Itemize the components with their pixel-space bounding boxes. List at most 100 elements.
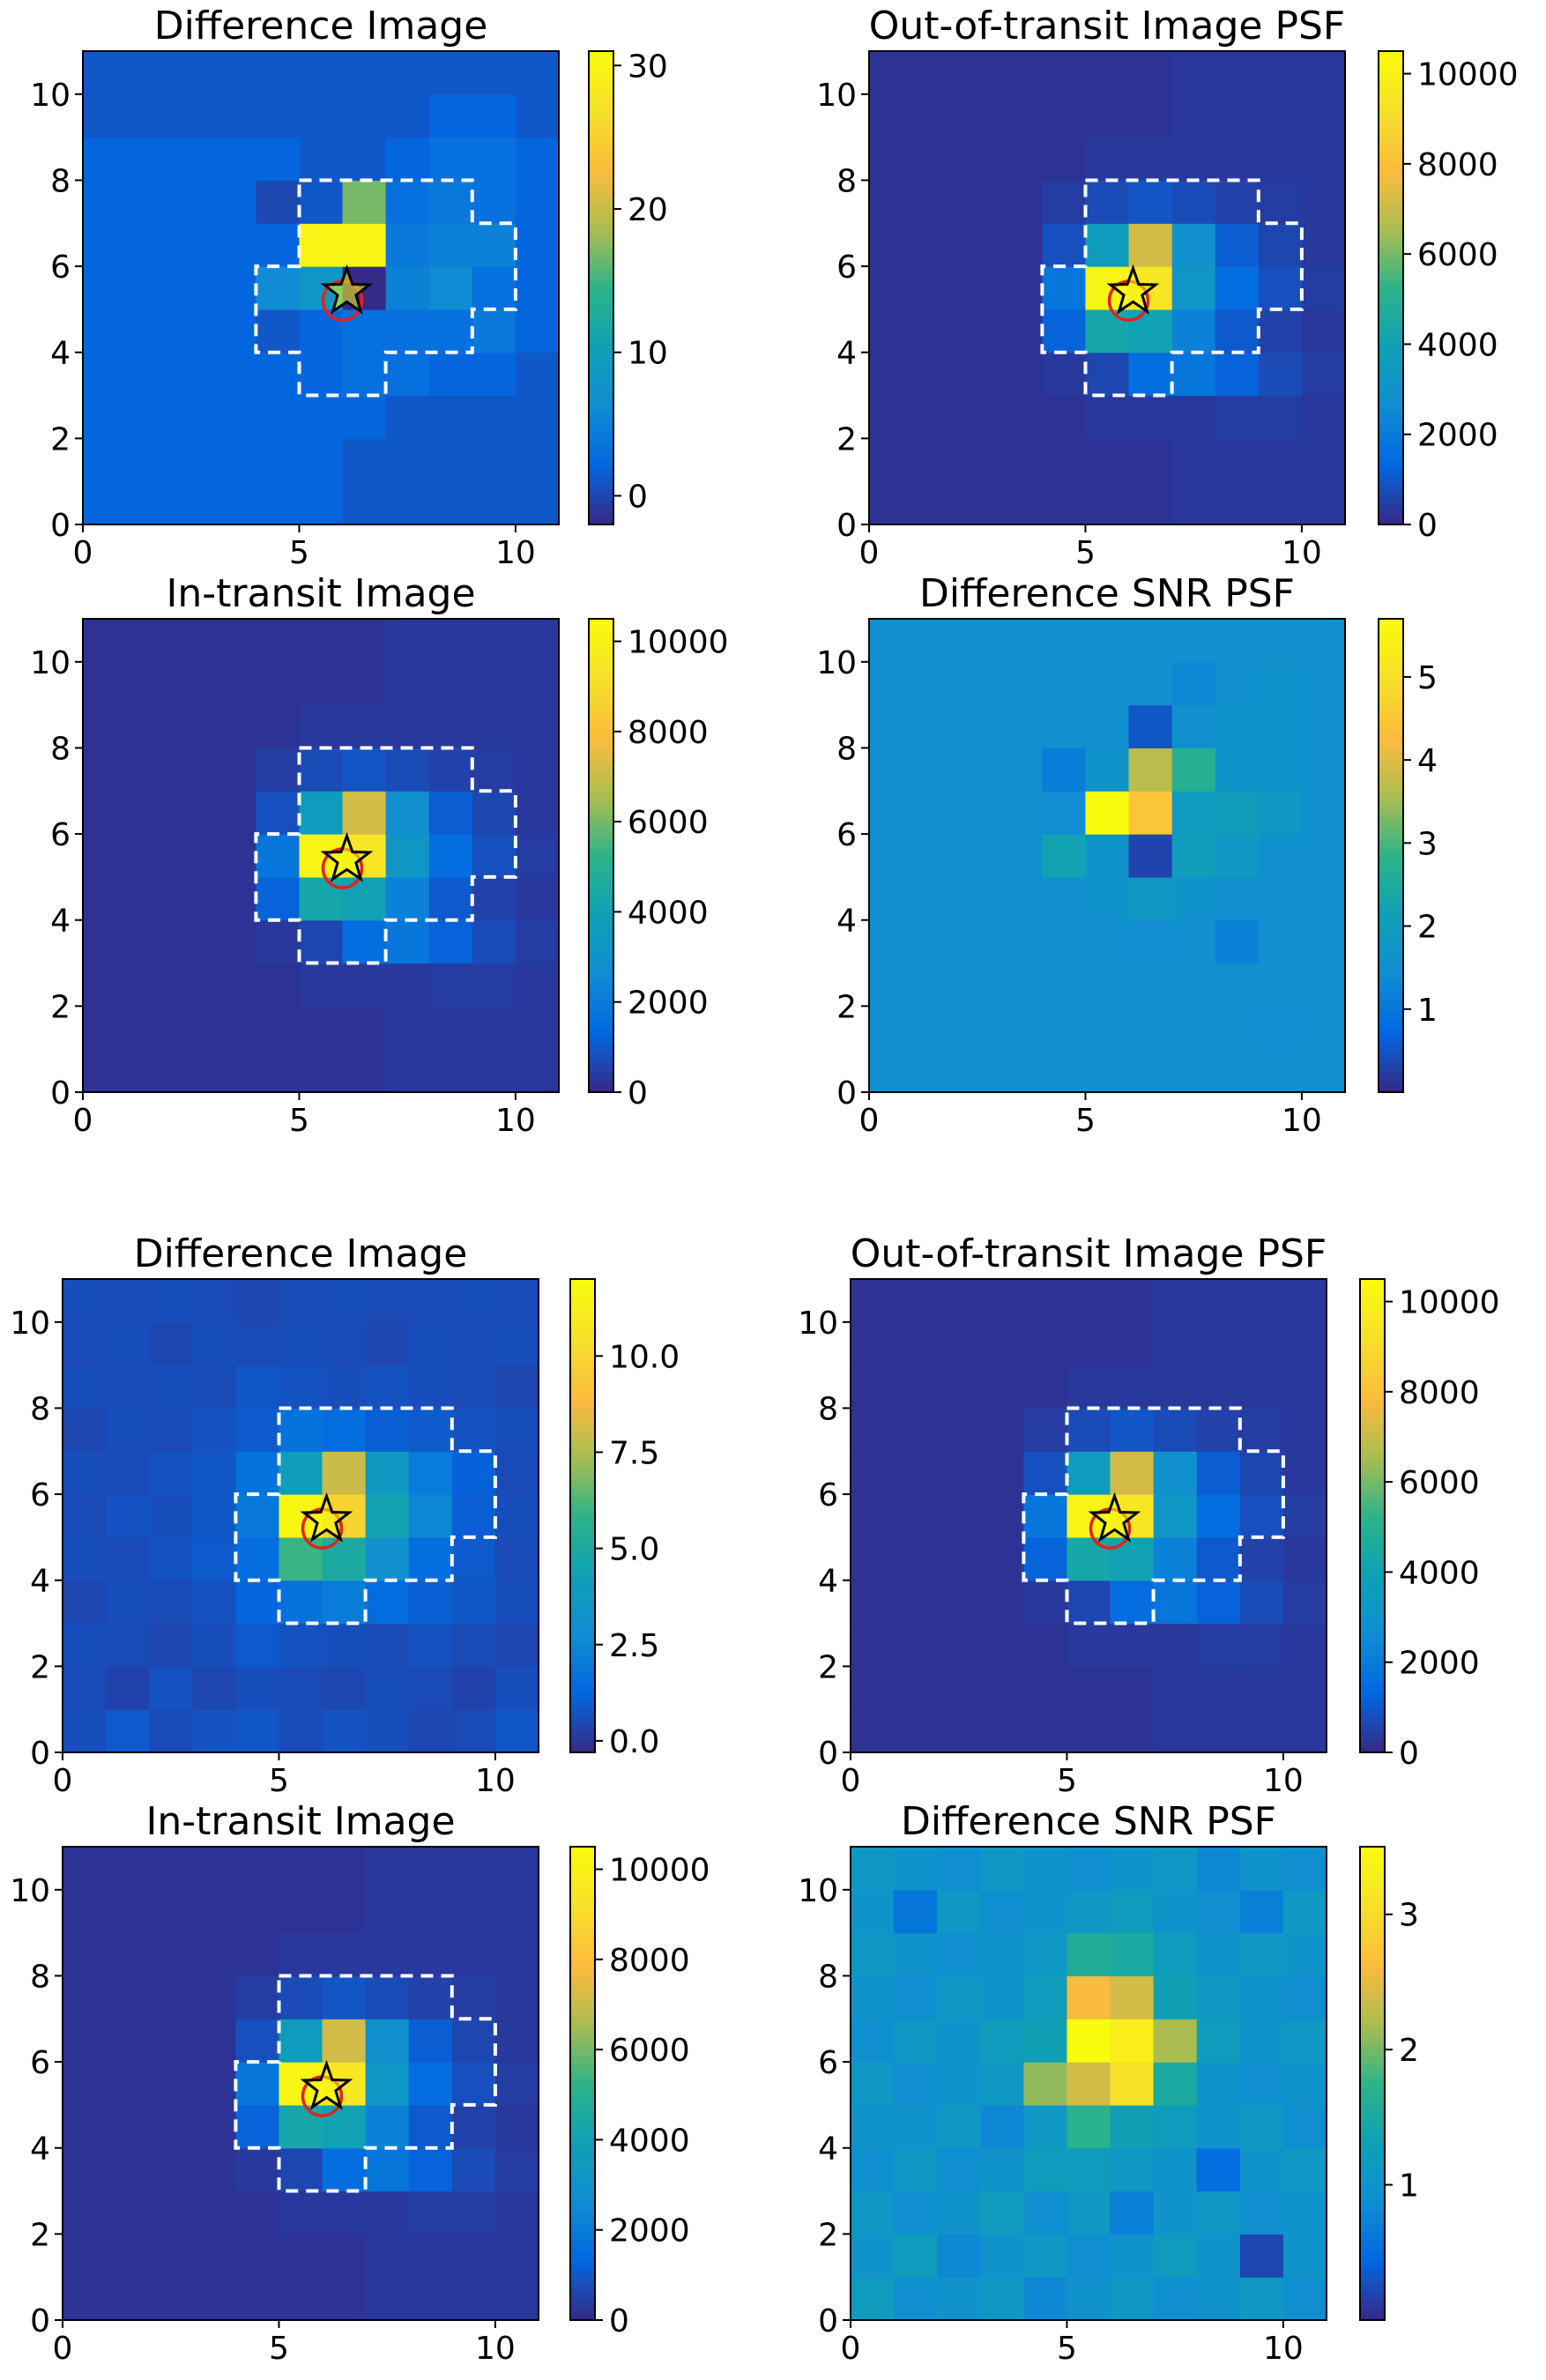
heatmap-cell: [869, 481, 913, 525]
colorbar-segment: [1360, 2241, 1385, 2246]
colorbar-segment: [1360, 2150, 1385, 2155]
colorbar-segment: [589, 449, 613, 455]
heatmap-cell: [322, 1975, 367, 2019]
colorbar-segment: [1379, 962, 1403, 967]
colorbar-segment: [589, 501, 613, 506]
colorbar-segment: [1360, 1381, 1385, 1387]
colorbar-segment: [1360, 1697, 1385, 1702]
colorbar-segment: [570, 1689, 595, 1694]
colorbar-segment: [589, 796, 613, 801]
colorbar-tick-label: 3: [1417, 826, 1438, 862]
colorbar-segment: [1360, 1563, 1385, 1568]
heatmap-cell: [1067, 2277, 1111, 2321]
y-tick-label: 6: [30, 1477, 50, 1514]
colorbar-segment: [1360, 1724, 1385, 1729]
colorbar-segment: [1379, 721, 1403, 726]
heatmap-cell: [851, 2234, 895, 2278]
colorbar-segment: [1379, 957, 1403, 963]
colorbar-segment: [1360, 1504, 1385, 1509]
heatmap-cell: [408, 1975, 453, 2019]
heatmap-cell: [851, 1975, 895, 2019]
colorbar-segment: [570, 2107, 595, 2112]
colorbar-segment: [1379, 926, 1403, 932]
panel-title: Difference Image: [154, 4, 488, 48]
heatmap-cell: [515, 963, 560, 1007]
heatmap-cells: [83, 619, 560, 1093]
colorbar-segment: [570, 1547, 595, 1552]
heatmap-cell: [428, 223, 473, 267]
heatmap-cell: [1282, 1932, 1327, 1977]
target-star: [320, 264, 374, 315]
heatmap-cell: [937, 2190, 981, 2235]
colorbar-segment: [1360, 1432, 1385, 1438]
colorbar-segment: [570, 1744, 595, 1750]
heatmap-cell: [365, 2104, 410, 2149]
colorbar-segment: [570, 1952, 595, 1959]
heatmap-cell: [192, 1279, 236, 1323]
colorbar-segment: [1360, 2099, 1385, 2104]
heatmap-cell: [1067, 1580, 1111, 1625]
colorbar-segment: [570, 1862, 595, 1868]
heatmap-cell: [235, 1536, 280, 1581]
x-tick-label: 10: [475, 2331, 516, 2367]
heatmap-cell: [149, 1709, 193, 1753]
aperture-outline: [1022, 1406, 1285, 1625]
heatmap-cell: [365, 1536, 410, 1581]
heatmap-cell: [126, 1006, 170, 1050]
heatmap-cell: [869, 51, 913, 95]
heatmap-cell: [999, 438, 1043, 482]
colorbar-segment: [570, 2110, 595, 2116]
colorbar-segment: [589, 973, 613, 979]
colorbar-segment: [1360, 1476, 1385, 1482]
colorbar-segment: [570, 2083, 595, 2088]
colorbar-segment: [1360, 2126, 1385, 2131]
colorbar-segment: [570, 1649, 595, 1655]
heatmap-cell: [1128, 876, 1173, 921]
heatmap-cell: [955, 661, 1000, 706]
heatmap-cell: [322, 2104, 367, 2149]
heatmap-cell: [894, 1580, 938, 1625]
heatmap-cell: [494, 2234, 539, 2278]
heatmap-cell: [279, 1975, 323, 2019]
heatmap-cell: [494, 2190, 539, 2235]
colorbar-segment: [570, 1933, 595, 1938]
colorbar-segment: [1360, 1566, 1385, 1572]
colorbar-segment: [570, 1401, 595, 1406]
heatmap-cell: [912, 180, 956, 224]
colorbar-segment: [1379, 449, 1403, 455]
colorbar-segment: [1379, 346, 1403, 352]
colorbar-segment: [1360, 1952, 1385, 1959]
colorbar-segment: [1379, 311, 1403, 316]
colorbar-segment: [1360, 1496, 1385, 1501]
heatmap-cell: [1171, 223, 1216, 267]
y-tick-label: 8: [836, 163, 857, 199]
heatmap-cell: [235, 1889, 280, 1934]
y-tick-label: 6: [818, 2045, 838, 2081]
colorbar-segment: [589, 1088, 613, 1093]
heatmap-cell: [63, 2062, 107, 2106]
heatmap-cell: [149, 2234, 193, 2278]
colorbar-frame: [1378, 50, 1404, 525]
colorbar-segment: [570, 1893, 595, 1899]
colorbar-tick-label: 6000: [628, 805, 709, 841]
colorbar-segment: [589, 903, 613, 908]
colorbar-segment: [570, 2174, 595, 2179]
y-tick-label: 4: [30, 1564, 50, 1600]
colorbar-segment: [589, 622, 613, 628]
heatmap-cell: [955, 93, 1000, 138]
heatmap-cell: [1067, 2019, 1111, 2063]
heatmap-cell: [851, 2147, 895, 2192]
colorbar-segment: [1379, 949, 1403, 956]
heatmap-cell: [385, 661, 430, 706]
heatmap-cell: [1153, 1932, 1198, 1977]
colorbar-segment: [1360, 2193, 1385, 2199]
heatmap-cell: [279, 2019, 323, 2063]
heatmap-cell: [299, 481, 344, 525]
colorbar-segment: [589, 271, 613, 277]
x-tick-label: 5: [289, 1103, 309, 1139]
colorbar-segment: [589, 496, 613, 502]
colorbar-segment: [1360, 1298, 1385, 1304]
heatmap-cell: [1042, 352, 1087, 397]
heatmap-cell: [365, 2147, 410, 2192]
heatmap-cell: [212, 93, 256, 138]
